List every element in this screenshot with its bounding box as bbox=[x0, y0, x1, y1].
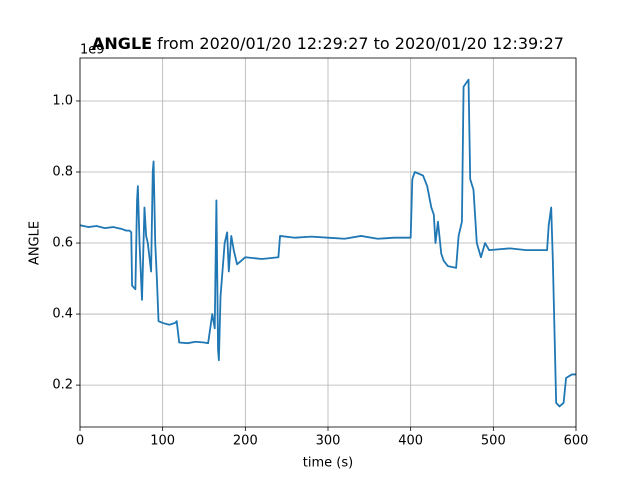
data-line bbox=[79, 78, 576, 408]
y-tick-label: 0.6 bbox=[52, 236, 73, 251]
x-tick-label: 300 bbox=[316, 434, 341, 449]
x-tick-label: 100 bbox=[150, 434, 175, 449]
x-tick-label: 0 bbox=[76, 434, 84, 449]
x-tick-label: 600 bbox=[564, 434, 589, 449]
axes-frame bbox=[79, 57, 577, 428]
x-axis-label: time (s) bbox=[303, 456, 353, 471]
y-axis-label: ANGLE bbox=[28, 221, 43, 265]
y-tick-label: 1.0 bbox=[52, 93, 73, 108]
offset-text: 1e9 bbox=[80, 43, 105, 58]
x-tick-label: 400 bbox=[398, 434, 423, 449]
y-tick-label: 0.2 bbox=[52, 378, 73, 393]
title-suffix: from 2020/01/20 12:29:27 to 2020/01/20 1… bbox=[157, 34, 564, 53]
title-bold: ANGLE bbox=[92, 34, 152, 53]
x-tick-label: 200 bbox=[233, 434, 258, 449]
chart-title: ANGLE from 2020/01/20 12:29:27 to 2020/01… bbox=[92, 34, 564, 53]
y-tick-label: 0.4 bbox=[52, 307, 73, 322]
x-tick-label: 500 bbox=[481, 434, 506, 449]
y-tick-label: 0.8 bbox=[52, 165, 73, 180]
